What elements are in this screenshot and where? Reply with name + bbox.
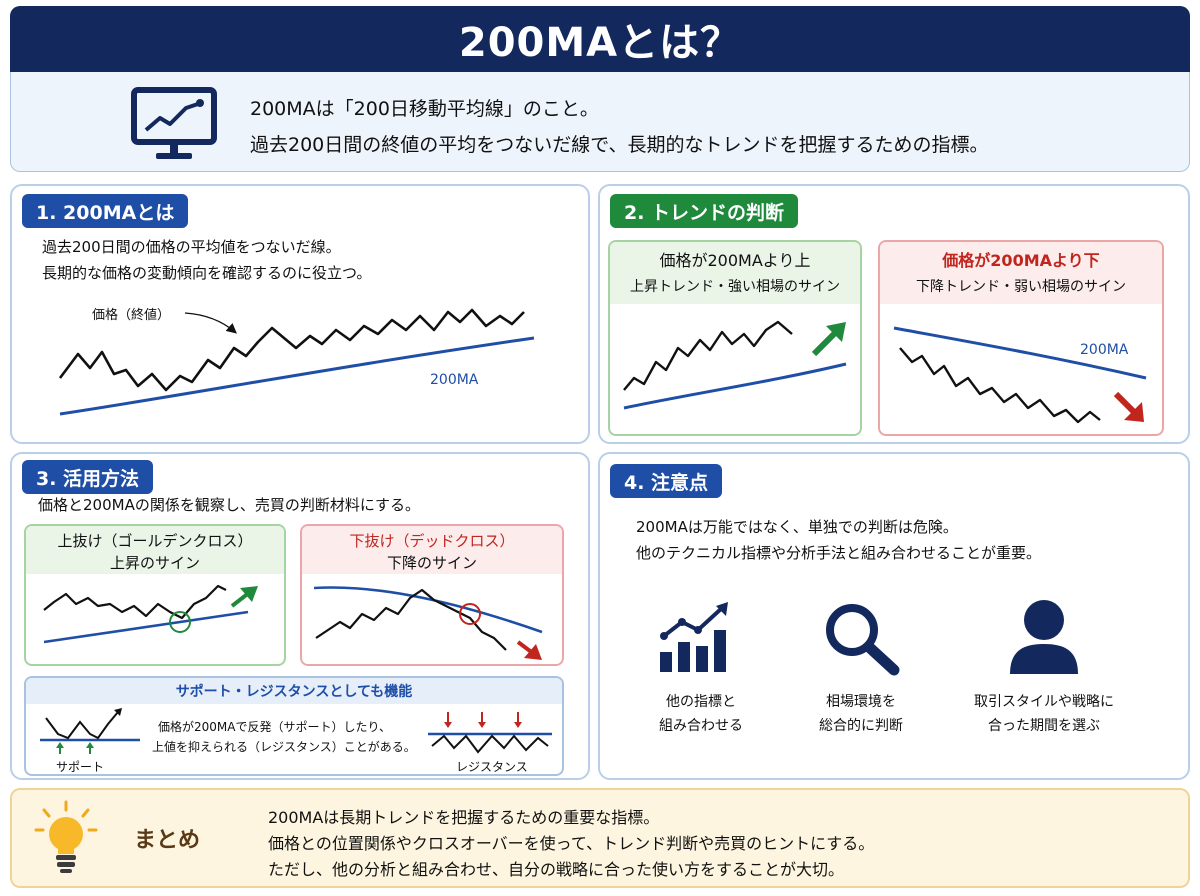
intro-line-1: 200MAは「200日移動平均線」のこと。 xyxy=(250,98,599,120)
resistance-label: レジスタンス xyxy=(456,760,528,774)
dead-cross-title: 下抜け（デッドクロス） xyxy=(349,532,515,550)
section-3-intro: 価格と200MAの関係を観察し、売買の判断材料にする。 xyxy=(38,496,420,514)
dead-cross-chart xyxy=(313,586,543,660)
golden-cross-title: 上抜け（ゴールデンクロス） xyxy=(57,532,253,550)
ma-label: 200MA xyxy=(430,372,479,388)
caution-item-1: 他の指標と 組み合わせる xyxy=(626,690,776,738)
ma-overview-chart xyxy=(58,308,535,416)
section-1-badge: 1. 200MAとは xyxy=(22,194,189,228)
support-label: サポート xyxy=(56,760,105,774)
trend-up-title: 価格が200MAより上 xyxy=(659,251,811,270)
caution-item-3-line-2: 合った期間を選ぶ xyxy=(988,718,1100,734)
ma-line xyxy=(59,336,535,416)
summary-label: まとめ xyxy=(134,828,201,853)
summary-line-2: 価格との位置関係やクロスオーバーを使って、トレンド判断や売買のヒントにする。 xyxy=(268,834,875,853)
section-4-line-1: 200MAは万能ではなく、単独での判断は危険。 xyxy=(636,518,958,536)
trend-down-subtitle: 下降トレンド・弱い相場のサイン xyxy=(916,279,1126,295)
support-diagram xyxy=(40,708,140,754)
caution-item-2: 相場環境を 総合的に判断 xyxy=(786,690,936,738)
trend-up-chart xyxy=(623,320,847,410)
golden-cross-box: 上抜け（ゴールデンクロス） 上昇のサイン xyxy=(24,524,286,666)
summary-line-1: 200MAは長期トレンドを把握するための重要な指標。 xyxy=(268,808,660,827)
caution-item-2-line-2: 総合的に判断 xyxy=(819,718,903,734)
support-resistance-box: サポート・レジスタンスとしても機能 サポート 価格が200MAで反発（サポート）… xyxy=(24,676,564,776)
dead-cross-subtitle: 下降のサイン xyxy=(386,554,477,572)
section-4-badge: 4. 注意点 xyxy=(610,464,723,498)
magnifier-icon xyxy=(826,604,900,676)
trend-up-subtitle: 上昇トレンド・強い相場のサイン xyxy=(630,279,840,295)
trend-up-box: 価格が200MAより上 上昇トレンド・強い相場のサイン xyxy=(608,240,862,436)
trend-down-box: 価格が200MAより下 下降トレンド・弱い相場のサイン xyxy=(878,240,1164,436)
section-2-badge: 2. トレンドの判断 xyxy=(610,194,799,228)
section-4-line-2: 他のテクニカル指標や分析手法と組み合わせることが重要。 xyxy=(636,544,1042,562)
bar-chart-icon xyxy=(660,602,728,672)
section-4-panel xyxy=(598,452,1190,780)
resistance-diagram xyxy=(428,712,552,754)
lightbulb-icon xyxy=(34,800,98,873)
caution-item-1-line-1: 他の指標と xyxy=(666,694,736,710)
trend-down-chart xyxy=(893,326,1147,424)
price-label: 価格（終値） xyxy=(92,308,171,323)
caution-item-2-line-1: 相場環境を xyxy=(826,694,896,710)
price-pointer-arrow xyxy=(184,312,237,334)
caution-item-3-line-1: 取引スタイルや戦略に xyxy=(974,694,1114,710)
section-1-line-2: 長期的な価格の変動傾向を確認するのに役立つ。 xyxy=(42,264,372,282)
golden-cross-subtitle: 上昇のサイン xyxy=(109,554,200,572)
dead-cross-box: 下抜け（デッドクロス） 下降のサイン xyxy=(300,524,564,666)
section-3-badge: 3. 活用方法 xyxy=(22,460,154,494)
summary-line-3: ただし、他の分析と組み合わせ、自分の戦略に合った使い方をすることが大切。 xyxy=(268,860,845,879)
summary-box xyxy=(10,788,1190,888)
person-icon xyxy=(1010,600,1078,674)
page-title: 200MAとは？ xyxy=(458,20,742,66)
price-line xyxy=(58,308,525,392)
sr-line-1: 価格が200MAで反発（サポート）したり、 xyxy=(158,720,391,734)
caution-item-3: 取引スタイルや戦略に 合った期間を選ぶ xyxy=(964,690,1124,738)
trend-down-title: 価格が200MAより下 xyxy=(942,251,1100,270)
monitor-chart-icon xyxy=(131,87,217,159)
support-resistance-title: サポート・レジスタンスとしても機能 xyxy=(26,678,562,704)
intro-line-2: 過去200日間の終値の平均をつないだ線で、長期的なトレンドを把握するための指標。 xyxy=(250,134,989,156)
trend-down-ma-label: 200MA xyxy=(1080,342,1129,358)
arrow-down-right-icon xyxy=(1113,391,1144,422)
golden-cross-chart xyxy=(43,584,258,644)
arrow-up-right-icon xyxy=(811,322,846,357)
sr-line-2: 上値を抑えられる（レジスタンス）ことがある。 xyxy=(152,740,416,754)
caution-item-1-line-2: 組み合わせる xyxy=(659,718,743,734)
title-bar: 200MAとは？ xyxy=(10,6,1190,72)
section-1-line-1: 過去200日間の価格の平均値をつないだ線。 xyxy=(42,238,341,256)
